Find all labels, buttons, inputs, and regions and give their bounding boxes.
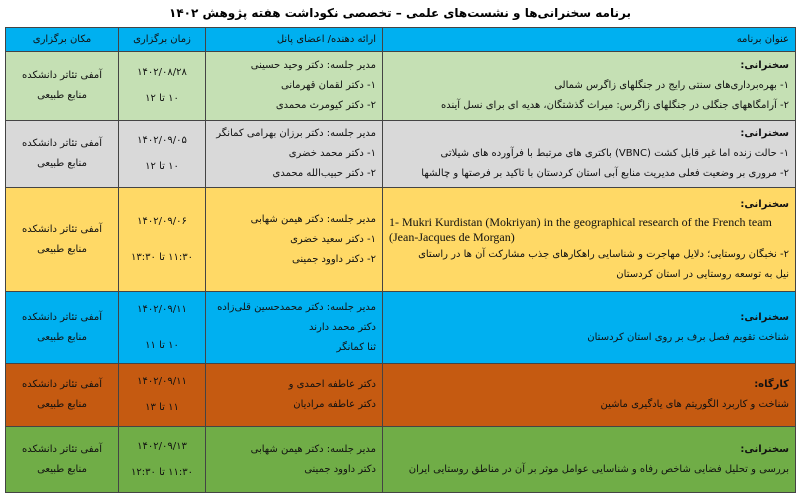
program-cell: سخنرانی: بررسی و تحلیل فضایی شاخص رفاه و … (382, 426, 796, 493)
presenter-line: ۲- دکتر حبیب‌الله محمدی (272, 168, 376, 179)
presenter-line: مدیر جلسه: دکتر هیمن شهابی (250, 443, 376, 455)
presenter-cell: مدیر جلسه: دکتر هیمن شهابی ۱- دکتر سعید خ… (205, 187, 383, 292)
time-cell: ۱۴۰۲/۰۹/۱۱ ۱۰ تا ۱۱ (118, 291, 206, 364)
presenter-cell: مدیر جلسه: دکتر وحید حسینی ۱- دکتر لقمان … (205, 51, 383, 121)
place-line: آمفی تئاتر دانشکده (22, 223, 102, 235)
place-line: منابع طبیعی (37, 158, 87, 169)
presenter-line: دکتر داوود جمینی (304, 463, 376, 475)
place-line: منابع طبیعی (37, 331, 87, 343)
program-cell: سخنرانی: شناخت تقویم فصل برف بر روی استان… (382, 291, 796, 364)
table-row: سخنرانی: ۱- بهره‌برداری‌های سنتی رایج در … (5, 51, 796, 121)
presenter-line: ۲- دکتر داوود جمینی (292, 253, 376, 265)
presenter-line: دکتر عاطفه احمدی و (288, 379, 376, 390)
place-line: آمفی تئاتر دانشکده (22, 311, 102, 323)
table-row: سخنرانی: 1- Mukri Kurdistan (Mokriyan) in… (5, 187, 796, 292)
time-cell: ۱۴۰۲/۰۹/۰۶ ۱۱:۳۰ تا ۱۳:۳۰ (118, 187, 206, 292)
date: ۱۴۰۲/۰۹/۰۵ (137, 135, 187, 146)
header-row: عنوان برنامه ارائه دهنده/ اعضای پانل زما… (5, 27, 796, 52)
table-row: کارگاه: شناخت و کاربرد الگوریتم های یادگی… (5, 363, 796, 427)
place-line: آمفی تئاتر دانشکده (22, 138, 102, 149)
place-line: منابع طبیعی (37, 243, 87, 255)
schedule-table: عنوان برنامه ارائه دهنده/ اعضای پانل زما… (5, 27, 796, 493)
presenter-line: ۱- دکتر لقمان قهرمانی (281, 80, 376, 91)
table-row: سخنرانی: ۱- حالت زنده اما غیر قابل کشت (V… (5, 120, 796, 188)
place-line: آمفی تئاتر دانشکده (22, 443, 102, 455)
table-row: سخنرانی: بررسی و تحلیل فضایی شاخص رفاه و … (5, 426, 796, 493)
presenter-cell: مدیر جلسه: دکتر هیمن شهابی دکتر داوود جمی… (205, 426, 383, 493)
hours: ۱۱:۳۰ تا ۱۲:۳۰ (131, 466, 193, 478)
table-row: سخنرانی: شناخت تقویم فصل برف بر روی استان… (5, 291, 796, 364)
program-type: سخنرانی: (740, 198, 789, 210)
program-item: 1- Mukri Kurdistan (Mokriyan) in the geo… (389, 214, 772, 244)
presenter-line: مدیر جلسه: دکتر وحید حسینی (250, 60, 376, 71)
presenter-line: دکتر محمد دارند (308, 321, 376, 333)
presenter-line: مدیر جلسه: دکتر هیمن شهابی (250, 213, 376, 225)
presenter-cell: دکتر عاطفه احمدی و دکتر عاطفه مرادیان (205, 363, 383, 427)
header-presenter: ارائه دهنده/ اعضای پانل (205, 27, 383, 52)
hours: ۱۰ تا ۱۲ (145, 161, 179, 172)
presenter-cell: مدیر جلسه: دکتر برزان بهرامی کمانگر ۱- دک… (205, 120, 383, 188)
date: ۱۴۰۲/۰۹/۱۳ (137, 440, 187, 452)
time-cell: ۱۴۰۲/۰۸/۲۸ ۱۰ تا ۱۲ (118, 51, 206, 121)
program-type: سخنرانی: (740, 128, 789, 139)
hours: ۱۱:۳۰ تا ۱۳:۳۰ (131, 251, 193, 263)
program-item: ۱- حالت زنده اما غیر قابل کشت (VBNC) باک… (440, 148, 789, 159)
program-item: ۲- آرامگاههای جنگلی در جنگلهای زاگرس: می… (441, 100, 789, 111)
presenter-line: ۲- دکتر کیومرث محمدی (275, 100, 376, 111)
program-item: ۲- مروری بر وضعیت فعلی مدیریت منابع آبی … (421, 168, 789, 179)
presenter-line: دکتر عاطفه مرادیان (293, 399, 376, 410)
program-item: نیل به توسعه روستایی در استان کردستان (616, 268, 789, 280)
program-type: سخنرانی: (740, 311, 789, 323)
place-cell: آمفی تئاتر دانشکده منابع طبیعی (5, 426, 119, 493)
hours: ۱۰ تا ۱۲ (145, 93, 179, 104)
presenter-line: مدیر جلسه: دکتر محمدحسین قلی‌زاده (217, 301, 376, 313)
hours: ۱۰ تا ۱۱ (145, 339, 179, 351)
presenter-line: ۱- دکتر محمد خضری (288, 148, 376, 159)
program-type: سخنرانی: (740, 443, 789, 455)
place-cell: آمفی تئاتر دانشکده منابع طبیعی (5, 51, 119, 121)
program-item: بررسی و تحلیل فضایی شاخص رفاه و شناسایی … (408, 463, 789, 475)
hours: ۱۱ تا ۱۳ (145, 402, 179, 413)
place-cell: آمفی تئاتر دانشکده منابع طبیعی (5, 187, 119, 292)
place-line: منابع طبیعی (37, 90, 87, 101)
program-cell: کارگاه: شناخت و کاربرد الگوریتم های یادگی… (382, 363, 796, 427)
place-cell: آمفی تئاتر دانشکده منابع طبیعی (5, 363, 119, 427)
place-line: منابع طبیعی (37, 399, 87, 410)
program-type: کارگاه: (754, 379, 789, 390)
presenter-line: مدیر جلسه: دکتر برزان بهرامی کمانگر (216, 128, 376, 139)
date: ۱۴۰۲/۰۸/۲۸ (137, 67, 187, 78)
place-line: آمفی تئاتر دانشکده (22, 379, 102, 390)
date: ۱۴۰۲/۰۹/۱۱ (137, 303, 187, 315)
program-item: شناخت و کاربرد الگوریتم های یادگیری ماشی… (600, 399, 789, 410)
place-line: آمفی تئاتر دانشکده (22, 70, 102, 81)
time-cell: ۱۴۰۲/۰۹/۱۳ ۱۱:۳۰ تا ۱۲:۳۰ (118, 426, 206, 493)
program-cell: سخنرانی: 1- Mukri Kurdistan (Mokriyan) in… (382, 187, 796, 292)
header-program: عنوان برنامه (382, 27, 796, 52)
header-time: زمان برگزاری (118, 27, 206, 52)
place-cell: آمفی تئاتر دانشکده منابع طبیعی (5, 291, 119, 364)
program-item: شناخت تقویم فصل برف بر روی استان کردستان (587, 331, 789, 343)
date: ۱۴۰۲/۰۹/۱۱ (137, 376, 187, 387)
program-cell: سخنرانی: ۱- حالت زنده اما غیر قابل کشت (V… (382, 120, 796, 188)
program-item: ۲- نخبگان روستایی؛ دلایل مهاجرت و شناسای… (418, 248, 789, 260)
program-cell: سخنرانی: ۱- بهره‌برداری‌های سنتی رایج در … (382, 51, 796, 121)
presenter-line: ثنا کمانگر (336, 341, 376, 353)
place-cell: آمفی تئاتر دانشکده منابع طبیعی (5, 120, 119, 188)
date: ۱۴۰۲/۰۹/۰۶ (137, 215, 187, 227)
program-item: ۱- بهره‌برداری‌های سنتی رایج در جنگلهای … (554, 80, 789, 91)
place-line: منابع طبیعی (37, 463, 87, 475)
time-cell: ۱۴۰۲/۰۹/۱۱ ۱۱ تا ۱۳ (118, 363, 206, 427)
page-title: برنامه سخنرانی‌ها و نشست‌های علمی – تخصص… (169, 6, 631, 20)
header-place: مکان برگزاری (5, 27, 119, 52)
program-type: سخنرانی: (740, 60, 789, 71)
presenter-cell: مدیر جلسه: دکتر محمدحسین قلی‌زاده دکتر مح… (205, 291, 383, 364)
time-cell: ۱۴۰۲/۰۹/۰۵ ۱۰ تا ۱۲ (118, 120, 206, 188)
presenter-line: ۱- دکتر سعید خضری (290, 233, 376, 245)
